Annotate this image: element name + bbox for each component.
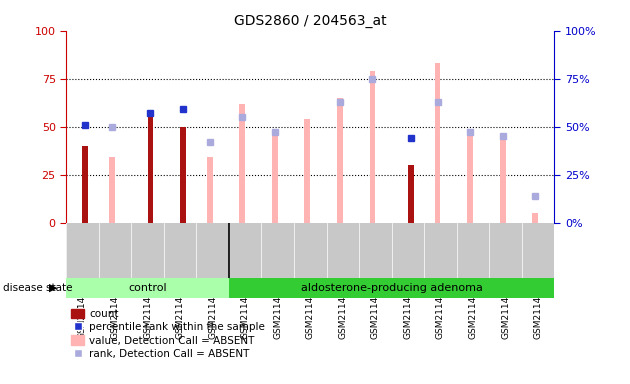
Bar (229, 278, 554, 298)
Legend: count, percentile rank within the sample, value, Detection Call = ABSENT, rank, : count, percentile rank within the sample… (71, 309, 265, 359)
Bar (408, 165, 414, 223)
Bar (66, 278, 229, 298)
Bar (467, 136, 473, 223)
Bar (500, 136, 505, 223)
Bar (304, 119, 310, 223)
Text: control: control (129, 283, 167, 293)
Text: disease state: disease state (3, 283, 72, 293)
Text: ▶: ▶ (50, 283, 58, 293)
Bar (83, 146, 88, 223)
Title: GDS2860 / 204563_at: GDS2860 / 204563_at (234, 14, 387, 28)
Bar (370, 71, 375, 223)
Bar (207, 157, 212, 223)
Bar (337, 98, 343, 223)
Bar (180, 127, 186, 223)
Bar (435, 63, 440, 223)
Bar (239, 104, 245, 223)
Bar (532, 213, 538, 223)
Bar (272, 131, 278, 223)
Bar (147, 117, 153, 223)
Text: aldosterone-producing adenoma: aldosterone-producing adenoma (301, 283, 483, 293)
Bar (109, 157, 115, 223)
